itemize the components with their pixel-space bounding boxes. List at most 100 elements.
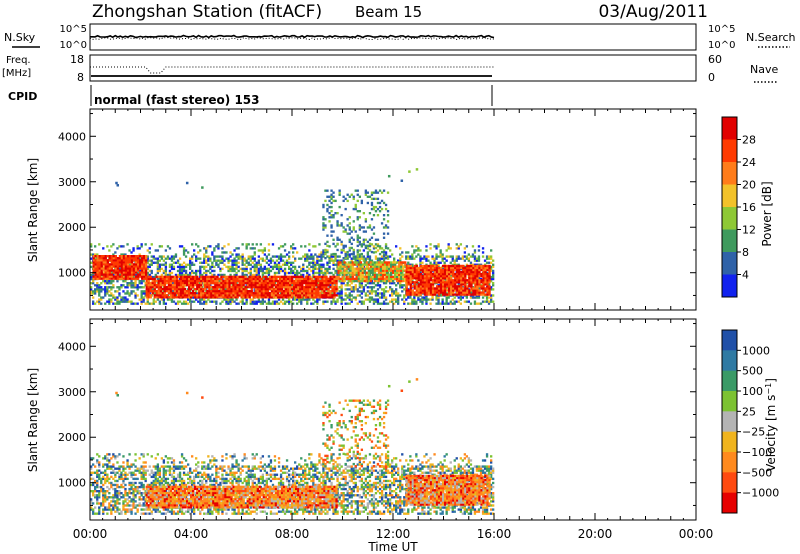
heatmap-cell bbox=[404, 273, 407, 276]
heatmap-cell bbox=[490, 277, 493, 281]
heatmap-cell bbox=[272, 281, 276, 285]
heatmap-cell bbox=[413, 302, 416, 305]
heatmap-cell bbox=[182, 251, 186, 254]
heatmap-cell bbox=[169, 279, 173, 283]
heatmap-cell bbox=[142, 300, 145, 303]
heatmap-cell bbox=[402, 265, 405, 268]
heatmap-cell bbox=[313, 275, 316, 279]
heatmap-cell bbox=[298, 257, 301, 260]
heatmap-cell bbox=[375, 277, 379, 281]
heatmap-cell bbox=[214, 292, 217, 295]
heatmap-cell bbox=[384, 245, 388, 248]
heatmap-cell bbox=[379, 271, 383, 274]
heatmap-cell bbox=[134, 259, 138, 262]
heatmap-cell bbox=[100, 298, 103, 301]
heatmap-cell bbox=[92, 280, 95, 283]
heatmap-cell bbox=[116, 267, 120, 270]
heatmap-cell bbox=[186, 290, 189, 293]
heatmap-cell bbox=[331, 283, 334, 287]
heatmap-cell bbox=[364, 294, 368, 297]
heatmap-cell bbox=[379, 269, 383, 272]
heatmap-cell bbox=[212, 281, 215, 285]
heatmap-cell bbox=[413, 251, 416, 254]
heatmap-cell bbox=[334, 302, 337, 305]
heatmap-cell bbox=[108, 265, 112, 268]
heatmap-cell bbox=[419, 249, 422, 252]
heatmap-cell bbox=[360, 243, 364, 246]
nsearch-trace bbox=[89, 36, 495, 41]
heatmap-cell bbox=[213, 257, 216, 260]
heatmap-cell bbox=[140, 296, 143, 299]
heatmap-cell bbox=[237, 269, 240, 273]
heatmap-cell bbox=[158, 259, 162, 262]
heatmap-cell bbox=[303, 292, 306, 295]
heatmap-cell bbox=[114, 298, 117, 301]
heatmap-cell bbox=[100, 263, 103, 266]
heatmap-cell bbox=[451, 302, 454, 305]
heatmap-cell bbox=[310, 269, 313, 273]
heatmap-cell bbox=[423, 257, 426, 260]
heatmap-cell bbox=[180, 263, 184, 266]
heatmap-cell bbox=[472, 275, 475, 278]
heatmap-cell bbox=[324, 251, 327, 254]
heatmap-cell bbox=[128, 282, 131, 285]
heatmap-cell bbox=[104, 261, 107, 264]
heatmap-cell bbox=[94, 265, 97, 268]
heatmap-cell bbox=[409, 302, 412, 305]
heatmap-cell bbox=[106, 273, 110, 276]
heatmap-cell bbox=[382, 253, 386, 256]
heatmap-cell bbox=[112, 269, 116, 272]
heatmap-cell bbox=[240, 277, 243, 281]
heatmap-cell bbox=[216, 292, 219, 295]
heatmap-cell bbox=[122, 300, 125, 303]
heatmap-cell bbox=[199, 249, 202, 252]
heatmap-cell bbox=[244, 287, 247, 291]
heatmap-cell bbox=[393, 257, 396, 260]
heatmap-cell bbox=[247, 257, 250, 260]
heatmap-cell bbox=[291, 279, 294, 283]
heatmap-cell bbox=[335, 281, 338, 285]
heatmap-cell bbox=[272, 283, 276, 287]
heatmap-cell bbox=[452, 283, 455, 286]
heatmap-cell bbox=[399, 247, 402, 250]
heatmap-cell bbox=[437, 270, 441, 274]
heatmap-cell bbox=[473, 255, 477, 258]
heatmap-cell bbox=[231, 298, 234, 301]
heatmap-cell bbox=[455, 259, 458, 262]
heatmap-cell bbox=[314, 271, 317, 275]
heatmap-cell bbox=[230, 285, 233, 289]
heatmap-cell bbox=[260, 281, 264, 285]
heatmap-cell bbox=[298, 265, 301, 269]
heatmap-cell bbox=[464, 293, 467, 296]
heatmap-cell bbox=[453, 259, 456, 262]
heatmap-cell bbox=[331, 296, 334, 299]
heatmap-cell bbox=[304, 257, 307, 260]
heatmap-cell bbox=[212, 292, 215, 295]
heatmap-cell bbox=[399, 282, 402, 285]
heatmap-cell bbox=[383, 265, 387, 268]
heatmap-cell bbox=[149, 281, 152, 285]
heatmap-cell bbox=[251, 261, 254, 264]
heatmap-cell bbox=[279, 257, 283, 260]
heatmap-cell bbox=[104, 265, 107, 268]
heatmap-cell bbox=[460, 264, 463, 268]
heatmap-cell bbox=[264, 296, 268, 299]
heatmap-cell bbox=[464, 277, 467, 280]
heatmap-cell bbox=[205, 251, 208, 254]
heatmap-cell bbox=[116, 269, 120, 272]
heatmap-cell bbox=[359, 269, 363, 272]
heatmap-cell bbox=[225, 257, 228, 260]
heatmap-cell bbox=[157, 283, 161, 287]
heatmap-cell bbox=[437, 302, 440, 305]
heatmap-cell bbox=[268, 281, 272, 285]
heatmap-cell bbox=[112, 255, 116, 258]
heatmap-cell bbox=[250, 290, 253, 293]
heatmap-cell bbox=[288, 302, 291, 305]
heatmap-cell bbox=[217, 273, 220, 277]
heatmap-cell bbox=[444, 285, 447, 288]
heatmap-cell bbox=[340, 296, 343, 299]
heatmap-cell bbox=[312, 245, 315, 248]
heatmap-cell bbox=[104, 286, 107, 289]
heatmap-cell bbox=[299, 283, 302, 287]
heatmap-cell bbox=[205, 300, 208, 303]
